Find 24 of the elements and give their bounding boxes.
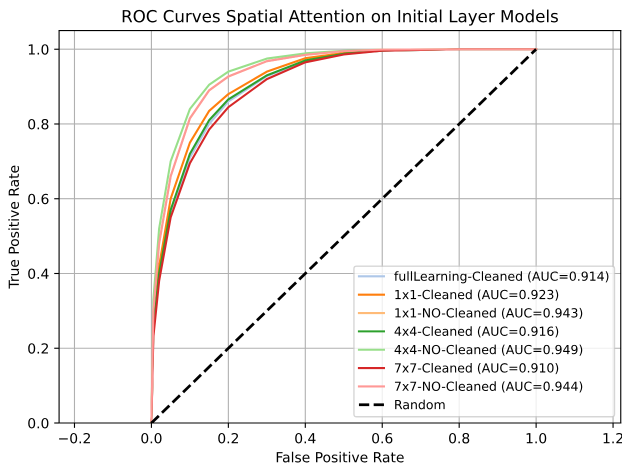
- legend-label: 1x1-NO-Cleaned (AUC=0.943): [395, 308, 582, 320]
- y-tick-label: 1.0: [28, 44, 48, 55]
- legend-label: 7x7-NO-Cleaned (AUC=0.944): [394, 381, 582, 392]
- y-tick-label: 0.2: [28, 343, 48, 354]
- legend-label: Random: [395, 400, 445, 410]
- legend-label: 7x7-Cleaned (AUC=0.910): [394, 362, 558, 374]
- legend-label: fullLearning-Cleaned (AUC=0.914): [394, 271, 608, 284]
- y-tick-label: 0.0: [28, 418, 48, 428]
- y-tick-label: 0.4: [28, 268, 49, 279]
- y-tick-label: 0.6: [28, 194, 48, 204]
- x-tick-label: −0.2: [59, 432, 90, 444]
- legend-label: 4x4-Cleaned (AUC=0.916): [394, 326, 558, 338]
- chart-title: ROC Curves Spatial Attention on Initial Layer Models: [122, 10, 558, 26]
- x-tick-label: 0.4: [295, 432, 316, 444]
- x-tick-label: 0.8: [449, 432, 470, 444]
- y-tick-label: 0.8: [28, 118, 48, 130]
- x-tick-label: 1.0: [526, 432, 546, 444]
- x-tick-label: 0.6: [372, 432, 392, 444]
- x-axis-title: False Positive Rate: [276, 452, 404, 462]
- y-axis-title: True Positive Rate: [8, 166, 20, 289]
- legend-label: 4x4-NO-Cleaned (AUC=0.949): [394, 344, 582, 356]
- legend-label: 1x1-Cleaned (AUC=0.923): [395, 290, 558, 301]
- x-tick-label: 0.2: [218, 432, 238, 444]
- x-tick-label: 0.0: [141, 432, 162, 444]
